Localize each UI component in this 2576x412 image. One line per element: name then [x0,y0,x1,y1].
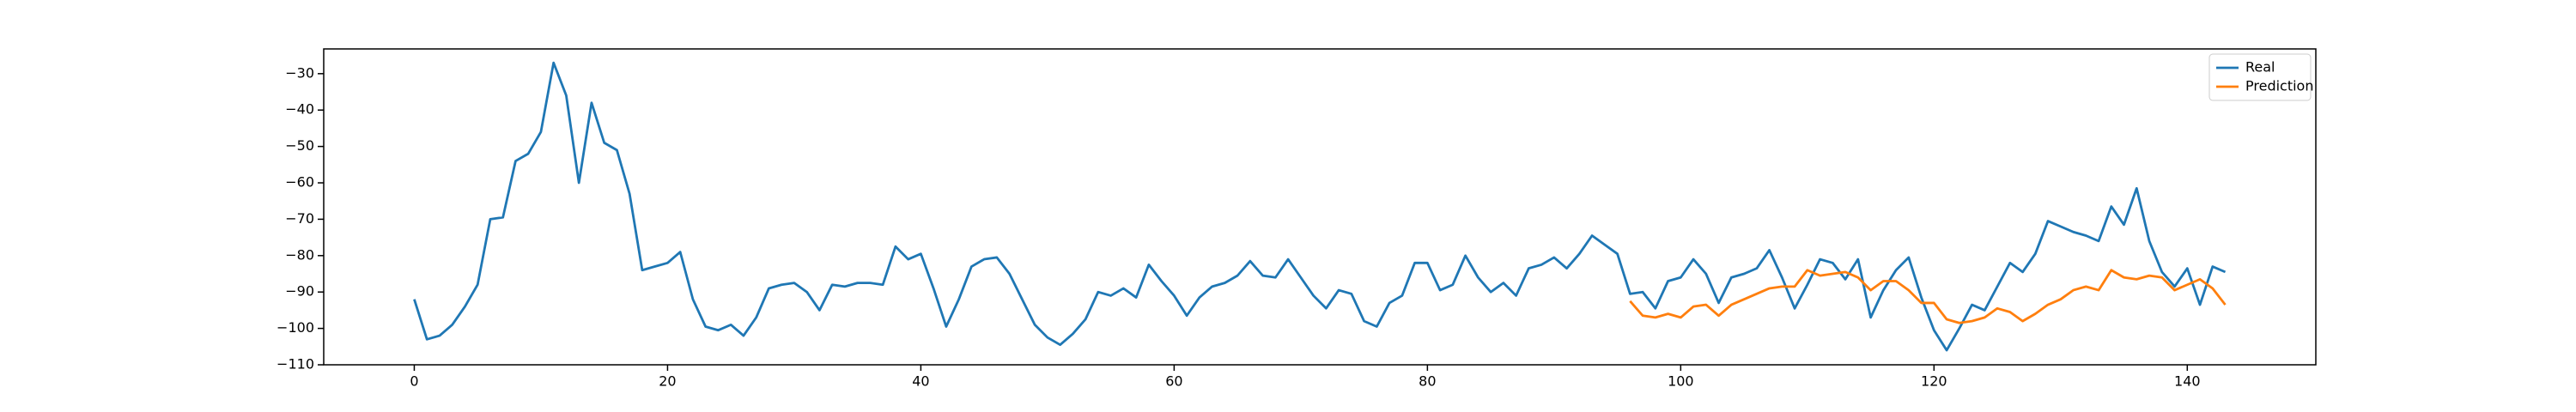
series-line [1629,269,2227,324]
legend-label: Real [2245,59,2275,76]
legend-label: Prediction [2245,78,2313,94]
y-tick-label: −30 [285,64,314,81]
plot-frame [323,48,2317,366]
x-tick-label: 140 [2174,373,2201,390]
y-tick-label: −110 [276,356,314,373]
x-tick-label: 40 [912,373,929,390]
legend-box [2208,53,2312,101]
x-tick-label: 80 [1419,373,1436,390]
y-tick-label: −80 [285,246,314,263]
y-tick-label: −40 [285,101,314,118]
x-tick-label: 100 [1668,373,1694,390]
y-tick-label: −60 [285,174,314,191]
y-tick-label: −90 [285,283,314,300]
y-tick-label: −100 [276,319,314,336]
y-tick-label: −50 [285,137,314,154]
x-tick-label: 0 [410,373,418,390]
x-tick-label: 120 [1921,373,1947,390]
x-tick-label: 60 [1165,373,1182,390]
series-line [413,61,2227,352]
y-tick-label: −70 [285,210,314,227]
x-tick-label: 20 [659,373,676,390]
